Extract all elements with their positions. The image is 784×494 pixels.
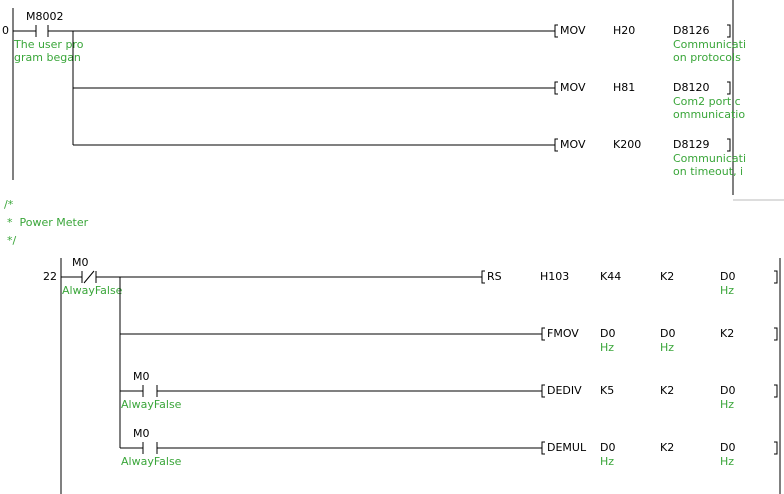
note-line: * Power Meter	[7, 216, 89, 229]
bracket-open	[554, 24, 558, 38]
contact-comment: AlwayFalse	[121, 455, 182, 468]
step-number: 22	[43, 270, 57, 283]
instruction: MOV	[560, 138, 586, 151]
operand: D0	[720, 384, 735, 397]
contact-slash	[83, 270, 95, 284]
operand-comment: Hz	[600, 341, 614, 354]
operand: D0	[720, 270, 735, 283]
operand: K200	[613, 138, 641, 151]
operand-comment: Hz	[720, 398, 734, 411]
bracket-close	[774, 270, 778, 284]
operand: K44	[600, 270, 621, 283]
bracket-close	[727, 138, 731, 152]
operand-comment: Communicati	[673, 38, 746, 51]
operand-comment: on protocols	[673, 51, 741, 64]
bracket-close	[727, 24, 731, 38]
bracket-open	[541, 327, 545, 341]
contact-device: M0	[133, 427, 150, 440]
operand-comment: Hz	[660, 341, 674, 354]
note-line: */	[7, 234, 17, 247]
operand-comment: Com2 port c	[673, 95, 741, 108]
operand: D0	[600, 441, 615, 454]
operand: D0	[720, 441, 735, 454]
instruction: MOV	[560, 24, 586, 37]
operand: K5	[600, 384, 614, 397]
operand-comment: Hz	[720, 455, 734, 468]
contact-comment: AlwayFalse	[62, 284, 123, 297]
operand: K2	[720, 327, 734, 340]
operand: D0	[660, 327, 675, 340]
operand: D8129	[673, 138, 709, 151]
operand-comment: Hz	[720, 284, 734, 297]
instruction: MOV	[560, 81, 586, 94]
bracket-close	[727, 81, 731, 95]
operand: D8120	[673, 81, 709, 94]
operand: H20	[613, 24, 635, 37]
step-number: 0	[2, 24, 9, 37]
note-line: /*	[4, 198, 14, 211]
operand-comment: Communicati	[673, 152, 746, 165]
contact-device: M0	[133, 370, 150, 383]
operand: K2	[660, 270, 674, 283]
operand: D0	[600, 327, 615, 340]
operand: K2	[660, 441, 674, 454]
operand-comment: ommunicatio	[673, 108, 745, 121]
contact-comment: gram began	[14, 51, 81, 64]
instruction: DEDIV	[547, 384, 582, 397]
bracket-close	[774, 327, 778, 341]
operand: H103	[540, 270, 569, 283]
instruction: DEMUL	[547, 441, 587, 454]
contact-device: M0	[72, 256, 89, 269]
bracket-close	[774, 441, 778, 455]
operand: H81	[613, 81, 635, 94]
bracket-close	[774, 384, 778, 398]
bracket-open	[481, 270, 485, 284]
instruction: FMOV	[547, 327, 579, 340]
contact-device: M8002	[26, 10, 64, 23]
operand-comment: on timeout, i	[673, 165, 743, 178]
instruction: RS	[487, 270, 502, 283]
bracket-open	[554, 138, 558, 152]
bracket-open	[541, 384, 545, 398]
operand: D8126	[673, 24, 709, 37]
bracket-open	[541, 441, 545, 455]
operand-comment: Hz	[600, 455, 614, 468]
bracket-open	[554, 81, 558, 95]
operand: K2	[660, 384, 674, 397]
contact-comment: The user pro	[13, 38, 84, 51]
contact-comment: AlwayFalse	[121, 398, 182, 411]
